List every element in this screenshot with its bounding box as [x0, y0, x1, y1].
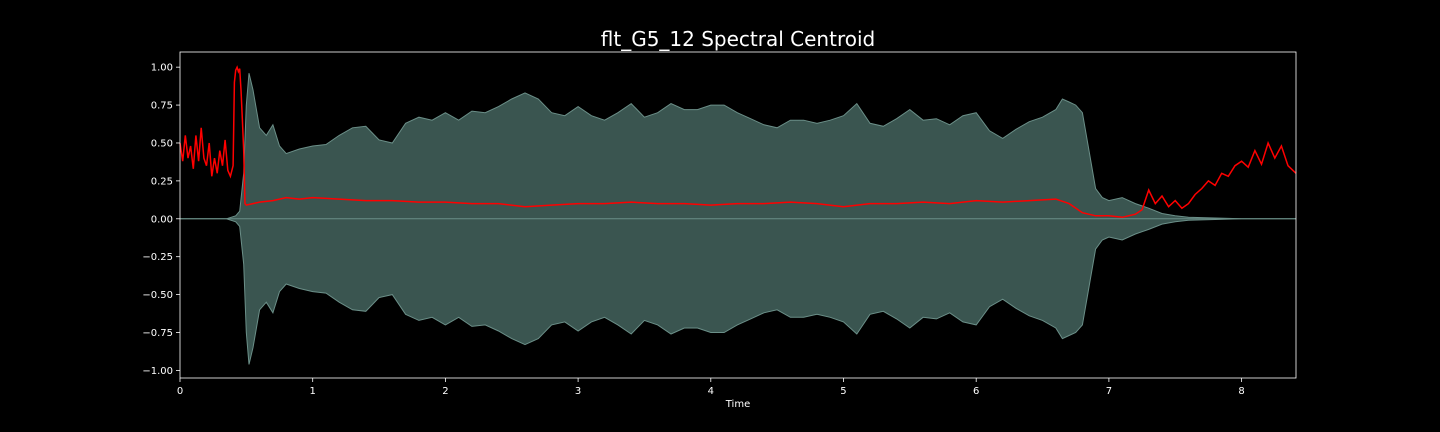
x-tick-label: 4	[708, 386, 714, 397]
x-tick-label: 7	[1106, 386, 1112, 397]
x-tick-label: 1	[310, 386, 316, 397]
x-tick-label: 3	[575, 386, 581, 397]
y-tick-label: −0.75	[142, 328, 173, 339]
y-tick-label: 0.25	[151, 176, 173, 187]
y-tick-label: 0.75	[151, 101, 173, 112]
y-tick-label: 0.00	[151, 214, 173, 225]
chart-title: flt_G5_12 Spectral Centroid	[601, 27, 875, 51]
x-tick-label: 6	[973, 386, 979, 397]
plot-area	[179, 51, 1297, 379]
y-tick-label: −0.50	[142, 290, 173, 301]
plot-frame	[179, 51, 1297, 379]
y-tick-label: 1.00	[151, 63, 173, 74]
y-tick-label: −0.25	[142, 252, 173, 263]
x-tick-label: 0	[177, 386, 183, 397]
x-axis-label: Time	[725, 399, 750, 410]
x-tick-label: 8	[1238, 386, 1244, 397]
y-tick-label: 0.50	[151, 138, 173, 149]
spectral-centroid-line	[179, 65, 1297, 219]
y-tick-label: −1.00	[142, 366, 173, 377]
x-tick-label: 5	[840, 386, 846, 397]
x-tick-label: 2	[442, 386, 448, 397]
y-axis: 1.00 0.75 0.50 0.25 0.00 −0.25 −0.50 −0.75 −1.00	[142, 63, 180, 377]
x-axis: 0 1 2 3 4 5 6 7 8	[177, 378, 1245, 397]
